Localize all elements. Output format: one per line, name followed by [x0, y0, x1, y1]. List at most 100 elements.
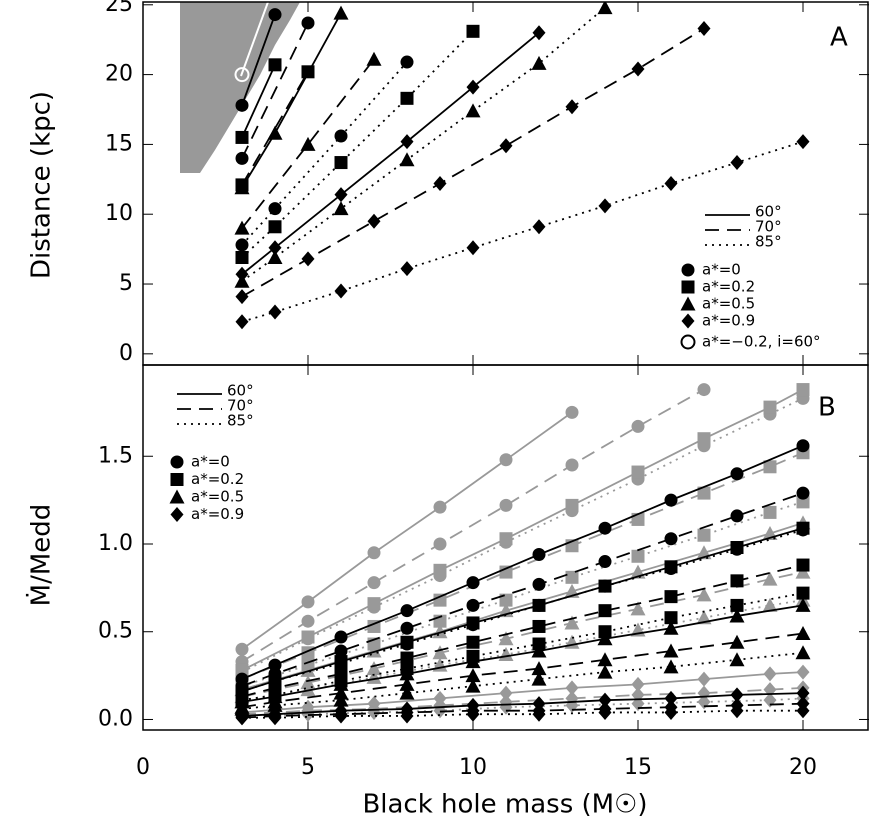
point	[796, 521, 810, 535]
point	[531, 55, 547, 70]
legend-label: a*=0	[702, 261, 741, 279]
point	[235, 130, 249, 144]
x-tick-label: 10	[459, 755, 487, 780]
legend-label: 70°	[755, 218, 782, 236]
series-line	[241, 64, 276, 138]
point	[565, 458, 579, 472]
point	[301, 614, 315, 628]
y-tick-label: 0.5	[98, 619, 133, 644]
point	[664, 560, 678, 574]
point	[763, 505, 777, 519]
legend-label: a*=0.5	[702, 295, 755, 313]
legend-label: 85°	[227, 412, 254, 430]
x-tick-label: 15	[624, 755, 652, 780]
point	[268, 8, 282, 22]
series-line	[241, 564, 804, 698]
point	[367, 213, 381, 229]
y-tick-label: 1.5	[98, 443, 133, 468]
legend-label: a*=0.5	[191, 488, 244, 506]
point	[532, 219, 546, 235]
point	[597, 631, 613, 646]
point	[433, 500, 447, 514]
point	[465, 654, 481, 669]
point	[235, 289, 249, 305]
point	[367, 546, 381, 560]
y-tick-label: 1.0	[98, 531, 133, 556]
point	[663, 659, 679, 674]
point	[400, 261, 414, 277]
point	[333, 676, 349, 691]
point	[466, 598, 480, 612]
point	[333, 692, 349, 707]
point	[334, 708, 348, 724]
point	[433, 593, 447, 607]
point	[235, 250, 249, 264]
point	[301, 251, 315, 267]
point	[267, 125, 283, 140]
point	[432, 624, 448, 639]
point	[532, 619, 546, 633]
legend-marker	[170, 507, 184, 522]
point	[664, 532, 678, 546]
point	[763, 666, 777, 682]
point	[301, 630, 315, 644]
point	[400, 604, 414, 618]
panel-b-frame	[142, 364, 869, 731]
point	[631, 676, 645, 692]
point	[730, 467, 744, 481]
point	[730, 703, 744, 719]
point	[400, 708, 414, 724]
point	[268, 202, 282, 216]
point	[399, 152, 415, 167]
point	[400, 55, 414, 69]
series-line	[241, 388, 705, 663]
point	[631, 465, 645, 479]
point	[763, 460, 777, 474]
y-axis-label: Distance (kpc)	[27, 91, 57, 279]
point	[399, 685, 415, 700]
point	[432, 645, 448, 660]
point	[664, 690, 678, 706]
x-tick-label: 0	[136, 755, 150, 780]
point	[730, 598, 744, 612]
series-line	[241, 492, 804, 687]
point	[630, 601, 646, 616]
point	[532, 548, 546, 562]
point	[268, 710, 282, 726]
legend-marker	[681, 263, 695, 277]
point	[234, 180, 250, 195]
point	[730, 687, 744, 703]
point	[598, 692, 612, 708]
point	[663, 643, 679, 658]
point	[499, 685, 513, 701]
point	[235, 710, 249, 726]
y-tick-label: 10	[105, 201, 133, 226]
series-line	[241, 604, 804, 703]
point	[466, 706, 480, 722]
point	[334, 630, 348, 644]
series-line	[241, 527, 804, 693]
point	[300, 675, 316, 690]
point	[795, 564, 811, 579]
point	[400, 134, 414, 150]
point	[499, 565, 513, 579]
point	[796, 703, 810, 719]
point	[333, 685, 349, 700]
point	[334, 283, 348, 299]
point	[334, 156, 348, 170]
series-line	[241, 522, 804, 691]
legend-label: 60°	[227, 382, 254, 400]
series-line	[242, 709, 803, 719]
y-axis-label: Ṁ/Medd	[25, 504, 57, 607]
point	[499, 532, 513, 546]
point	[334, 187, 348, 203]
point	[598, 521, 612, 535]
point	[696, 587, 712, 602]
point	[499, 453, 513, 467]
point	[367, 576, 381, 590]
point	[796, 439, 810, 453]
series-line	[241, 61, 408, 246]
point	[697, 671, 711, 687]
point	[235, 238, 249, 252]
